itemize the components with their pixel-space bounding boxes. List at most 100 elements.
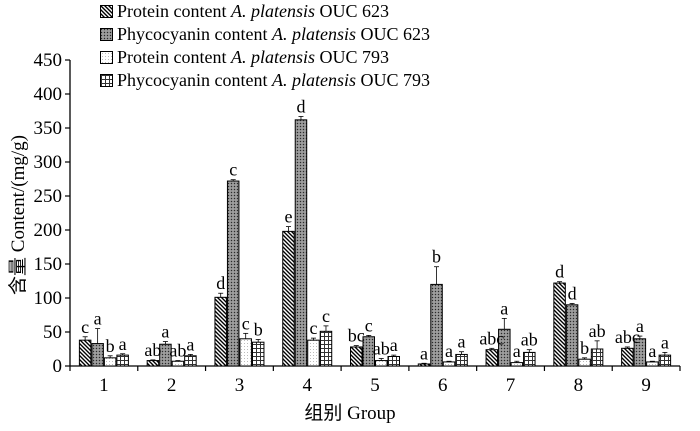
legend-label-strain: OUC 793 <box>319 47 389 67</box>
significance-letter: ab <box>373 339 390 359</box>
bar-grid-group-9 <box>658 354 672 367</box>
legend-item-1: Protein content A. platensis OUC 623 <box>100 0 430 23</box>
significance-letter: abc <box>479 328 504 348</box>
bar-diag-group-4 <box>282 230 295 367</box>
bar-dots-group-3 <box>239 338 252 367</box>
significance-letter: d <box>296 96 305 116</box>
legend-label-strain: OUC 623 <box>319 1 389 21</box>
bar-dots-group-5 <box>375 360 388 367</box>
significance-letter: a <box>161 322 169 342</box>
y-tick-label: 250 <box>34 186 63 207</box>
legend-item-4: Phycocyanin content A. platensis OUC 793 <box>100 69 430 92</box>
y-tick-label: 50 <box>43 322 62 343</box>
significance-letter: c <box>81 317 89 337</box>
legend-label-species: A. platensis <box>271 24 356 44</box>
legend-swatch-diag <box>100 5 113 18</box>
significance-letter: ab <box>521 330 538 350</box>
significance-letter: c <box>229 160 237 180</box>
x-tick-label: 9 <box>641 375 651 396</box>
x-tick-label: 4 <box>302 375 312 396</box>
significance-letter: b <box>254 319 263 339</box>
bar-cross-group-1 <box>91 343 104 367</box>
significance-letter: c <box>242 313 250 333</box>
y-tick-label: 350 <box>34 118 63 139</box>
bar-grid-group-6 <box>455 353 468 367</box>
x-tick-label: 7 <box>506 375 516 396</box>
significance-letter: c <box>309 318 317 338</box>
x-tick-label: 8 <box>574 375 584 396</box>
significance-letter: a <box>94 309 102 329</box>
legend-swatch-dots <box>100 51 113 64</box>
bar-grid-group-1 <box>116 354 129 367</box>
legend-item-3: Protein content A. platensis OUC 793 <box>100 46 430 69</box>
significance-letter: a <box>445 341 453 361</box>
chart-axes: 0 50 100 150 200 250 300 350 400 450 1 2 3 4 5 6 7 8 9 <box>34 50 681 396</box>
y-axis-title-text: 含量 Content/(mg/g) <box>7 135 29 295</box>
x-tick-label: 3 <box>235 375 245 396</box>
significance-letter: e <box>284 207 292 227</box>
chart-error-bars <box>82 116 668 364</box>
legend-label-prefix: Phycocyanin content <box>117 24 268 44</box>
significance-letter: a <box>186 334 194 354</box>
legend-label-strain: OUC 793 <box>360 70 430 90</box>
significance-letter: b <box>106 336 115 356</box>
significance-letter: ab <box>144 340 161 360</box>
x-tick-label: 1 <box>99 375 109 396</box>
y-tick-label: 150 <box>34 254 63 275</box>
bar-cross-group-6 <box>430 283 443 367</box>
bar-diag-group-6 <box>417 363 431 367</box>
legend-label-species: A. platensis <box>230 47 315 67</box>
bar-diag-group-9 <box>621 347 634 367</box>
significance-letter: c <box>322 306 330 326</box>
bar-diag-group-7 <box>485 349 499 367</box>
significance-letter: d <box>568 283 577 303</box>
bar-diag-group-2 <box>146 360 160 367</box>
bar-cross-group-3 <box>226 180 240 367</box>
significance-letter: a <box>500 298 508 318</box>
chart-bars <box>78 119 672 367</box>
significance-letter: b <box>432 247 441 267</box>
significance-letter: b <box>580 338 589 358</box>
significance-letter: abc <box>615 327 640 347</box>
y-tick-label: 400 <box>34 84 63 105</box>
legend-label-prefix: Protein content <box>117 47 227 67</box>
bar-dots-group-2 <box>171 360 185 367</box>
x-tick-label: 6 <box>438 375 448 396</box>
y-tick-label: 450 <box>34 50 63 71</box>
bar-dots-group-8 <box>578 358 591 367</box>
bar-grid-group-7 <box>523 351 536 367</box>
significance-letter: a <box>119 334 127 354</box>
significance-letter: a <box>661 332 669 352</box>
legend-swatch-cross <box>100 28 113 41</box>
significance-letter: ab <box>589 321 606 341</box>
bar-dots-group-1 <box>103 357 117 367</box>
legend-item-2: Phycocyanin content A. platensis OUC 623 <box>100 23 430 46</box>
legend-label-species: A. platensis <box>271 70 356 90</box>
significance-letter: a <box>636 316 644 336</box>
y-tick-label: 200 <box>34 220 63 241</box>
bar-dots-group-4 <box>307 339 320 367</box>
bar-cross-group-4 <box>294 119 308 367</box>
bar-cross-group-8 <box>565 304 579 367</box>
significance-letter: a <box>458 332 466 352</box>
legend-label-prefix: Protein content <box>117 1 227 21</box>
significance-letter: ab <box>169 341 186 361</box>
y-axis-title: 含量 Content/(mg/g) <box>2 60 32 370</box>
bar-dots-group-7 <box>510 362 524 367</box>
significance-letter: d <box>555 262 564 282</box>
legend-label-prefix: Phycocyanin content <box>117 70 268 90</box>
bar-diag-group-8 <box>553 282 566 367</box>
legend: Protein content A. platensis OUC 623 Phy… <box>100 0 430 92</box>
bar-dots-group-9 <box>646 361 659 367</box>
bar-diag-group-3 <box>214 296 227 367</box>
x-tick-label: 5 <box>370 375 380 396</box>
x-axis-title: 组别 Group <box>304 403 396 424</box>
x-tick-label: 2 <box>167 375 177 396</box>
bar-grid-group-8 <box>590 348 604 367</box>
legend-label-species: A. platensis <box>230 1 315 21</box>
y-tick-label: 100 <box>34 288 63 309</box>
y-tick-label: 300 <box>34 152 63 173</box>
bar-grid-group-3 <box>251 341 265 367</box>
